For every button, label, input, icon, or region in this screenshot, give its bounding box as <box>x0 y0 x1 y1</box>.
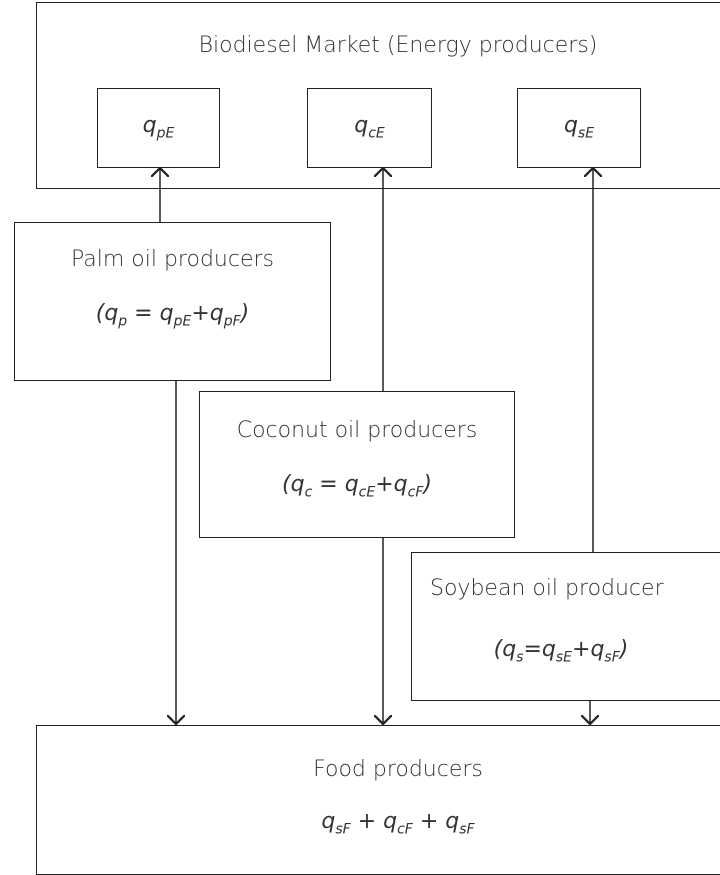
formula-text: +q <box>375 472 407 497</box>
formula: qpE <box>98 113 219 141</box>
formula-text: q <box>564 113 578 138</box>
formula-subscript: sF <box>459 821 474 837</box>
node-label: Palm oil producers <box>15 247 330 272</box>
formula: qsE <box>518 113 640 141</box>
formula-subscript: pE <box>174 313 192 329</box>
formula-subscript: cE <box>368 125 385 141</box>
market-title: Biodiesel Market (Energy producers) <box>37 33 720 58</box>
formula-text: (q <box>494 637 517 662</box>
formula-text: q <box>321 809 335 834</box>
formula-text: (q <box>96 301 119 326</box>
page: Biodiesel Market (Energy producers) qpE … <box>0 0 720 861</box>
formula-text: + q <box>351 809 397 834</box>
formula: (qc = qcE+qcF) <box>200 472 514 500</box>
formula-text: (q <box>282 472 305 497</box>
formula-text: ) <box>620 637 629 662</box>
formula-text: q <box>143 113 157 138</box>
formula-text: +q <box>572 637 604 662</box>
formula-subscript: pF <box>224 313 241 329</box>
node-label: Coconut oil producers <box>200 418 514 443</box>
palm-node: Palm oil producers (qp = qpE+qpF) <box>14 222 331 381</box>
formula-text: + q <box>413 809 459 834</box>
formula-text: = q <box>312 472 358 497</box>
formula-subscript: sE <box>578 125 594 141</box>
formula-subscript: cF <box>408 484 424 500</box>
formula-text: +q <box>191 301 223 326</box>
formula: qcE <box>308 113 431 141</box>
formula-subscript: cE <box>359 484 376 500</box>
formula: qsF + qcF + qsF <box>37 809 720 837</box>
formula-subscript: pE <box>157 125 175 141</box>
formula-text: q <box>354 113 368 138</box>
formula-text: ) <box>241 301 250 326</box>
formula-subscript: p <box>118 313 127 329</box>
formula-text: =q <box>523 637 555 662</box>
market-box: qpE <box>97 88 220 168</box>
soybean-node: Soybean oil producer (qs=qsE+qsF) <box>411 552 720 701</box>
node-label: Food producers <box>37 757 720 782</box>
market-box: qsE <box>517 88 641 168</box>
formula-text: = q <box>127 301 173 326</box>
formula-subscript: sE <box>556 649 572 665</box>
formula-text: ) <box>423 472 432 497</box>
formula-subscript: cF <box>397 821 413 837</box>
food-node: Food producers qsF + qcF + qsF <box>36 725 720 875</box>
formula: (qp = qpE+qpF) <box>15 301 330 329</box>
market-box: qcE <box>307 88 432 168</box>
formula: (qs=qsE+qsF) <box>392 637 720 665</box>
node-label: Soybean oil producer <box>430 576 720 601</box>
formula-subscript: sF <box>604 649 619 665</box>
coconut-node: Coconut oil producers (qc = qcE+qcF) <box>199 391 515 538</box>
formula-subscript: sF <box>335 821 350 837</box>
